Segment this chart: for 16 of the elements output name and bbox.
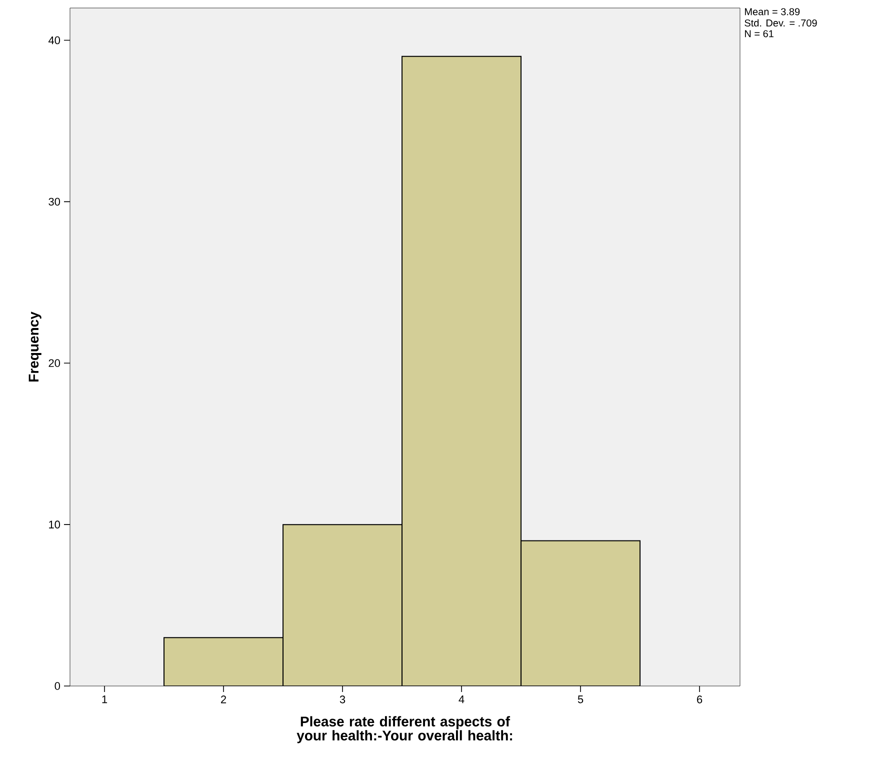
y-tick-label: 40 bbox=[48, 36, 60, 44]
x-tick-label: 2 bbox=[221, 696, 226, 704]
y-tick-label: 10 bbox=[49, 520, 60, 528]
x-axis-title: Please rate different aspects of your health:-Your overall health: bbox=[296, 716, 512, 744]
text: N = 61 bbox=[745, 30, 774, 38]
text: Mean = 3.89 bbox=[745, 8, 800, 16]
x-tick-label: 3 bbox=[340, 696, 346, 704]
text: Std. Dev. = .709 bbox=[744, 19, 817, 27]
y-tick-label: 30 bbox=[48, 198, 60, 206]
x-tick-label: 6 bbox=[697, 696, 702, 704]
y-tick-label: 20 bbox=[48, 359, 60, 368]
y-tick-label: 0 bbox=[54, 682, 60, 690]
y-axis-title: Frequency bbox=[28, 312, 42, 382]
x-tick-label: 5 bbox=[578, 696, 584, 704]
x-tick-label: 4 bbox=[458, 696, 464, 704]
x-tick-label: 1 bbox=[102, 696, 108, 704]
